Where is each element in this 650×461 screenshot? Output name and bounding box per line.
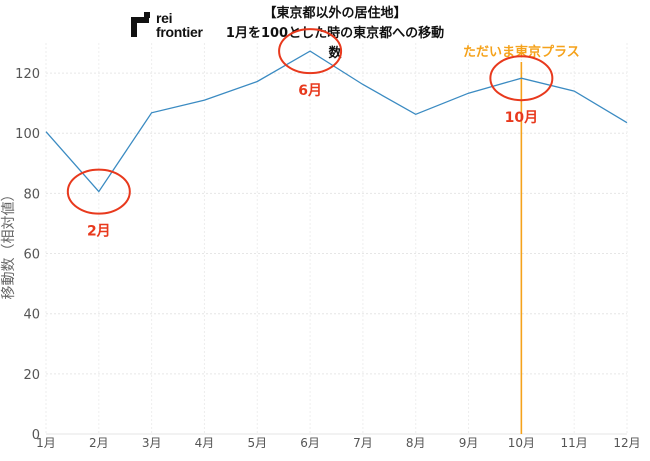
x-tick-label: 6月	[300, 436, 320, 450]
annotation-circle	[489, 55, 554, 102]
y-tick-label: 120	[15, 67, 40, 82]
logo-text-line2: frontier	[156, 24, 203, 40]
x-tick-label: 12月	[613, 436, 640, 450]
x-tick-label: 9月	[459, 436, 479, 450]
rei-frontier-logo: rei frontier	[130, 10, 220, 40]
annotation-label: 2月	[87, 224, 111, 240]
x-tick-label: 1月	[36, 436, 56, 450]
x-tick-label: 5月	[247, 436, 267, 450]
x-tick-label: 10月	[508, 436, 535, 450]
series-line	[45, 50, 628, 193]
chart-title-line1: 【東京都以外の居住地】	[263, 6, 407, 21]
y-tick-label: 100	[15, 127, 40, 142]
y-tick-label: 0	[32, 428, 40, 443]
x-tick-label: 11月	[561, 436, 588, 450]
logo-text-line1: rei	[156, 10, 173, 26]
annotation-circle	[278, 28, 343, 75]
x-tick-label: 4月	[195, 436, 215, 450]
x-tick-label: 3月	[142, 436, 162, 450]
y-tick-label: 80	[23, 187, 40, 202]
y-tick-label: 40	[23, 308, 40, 323]
y-tick-label: 20	[23, 368, 40, 383]
x-tick-label: 7月	[353, 436, 373, 450]
y-axis-label: 移動数（相対値）	[1, 188, 17, 300]
annotation-label: 6月	[298, 83, 322, 99]
x-tick-label: 8月	[406, 436, 426, 450]
reference-line-label: ただいま東京プラス	[463, 44, 580, 60]
chart-title-line2: 1月を100とした時の東京都への移動数	[225, 26, 445, 61]
annotation-label: 10月	[505, 110, 538, 126]
logo-mark-icon	[131, 12, 150, 37]
chart-title: 【東京都以外の居住地】 1月を100とした時の東京都への移動数	[220, 4, 450, 64]
x-tick-label: 2月	[89, 436, 109, 450]
annotation-circle	[66, 168, 131, 215]
y-tick-label: 60	[23, 248, 40, 263]
